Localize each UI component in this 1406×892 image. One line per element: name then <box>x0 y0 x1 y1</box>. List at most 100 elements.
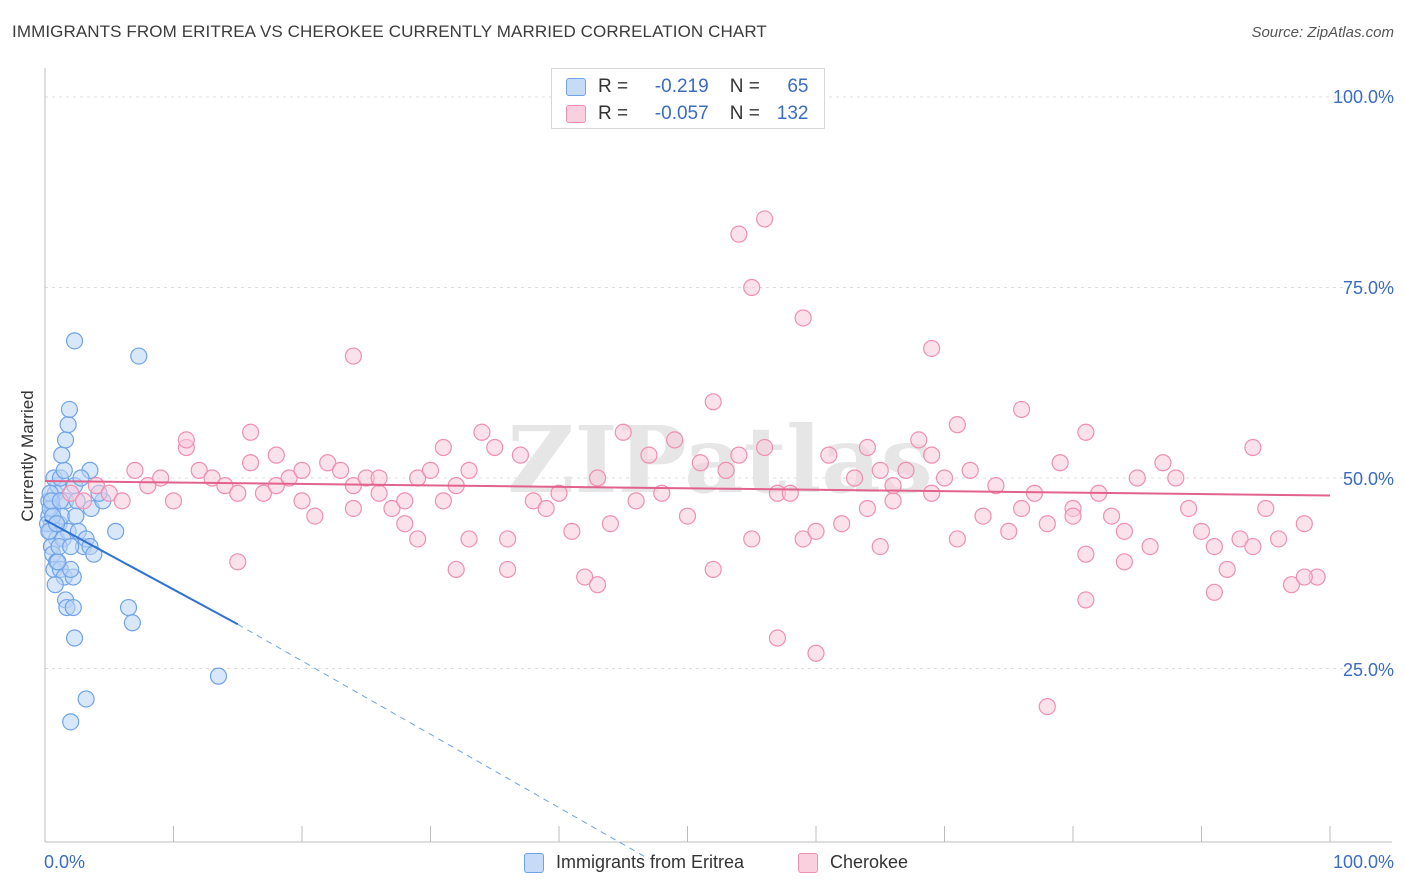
point-cherokee-60 <box>833 515 851 533</box>
legend-swatch-cherokee <box>798 852 818 873</box>
point-cherokee-98 <box>730 225 748 243</box>
point-cherokee-101 <box>794 309 812 327</box>
point-cherokee-13 <box>229 484 247 502</box>
point-cherokee-47 <box>666 431 684 449</box>
point-cherokee-71 <box>974 507 992 525</box>
chart-title: IMMIGRANTS FROM ERITREA VS CHEROKEE CURR… <box>12 22 767 41</box>
point-cherokee-49 <box>691 454 709 472</box>
point-cherokee-121 <box>499 560 517 579</box>
point-cherokee-53 <box>743 530 761 548</box>
point-cherokee-116 <box>1295 568 1313 586</box>
point-cherokee-92 <box>1244 438 1262 457</box>
point-eritrea-52 <box>65 332 84 350</box>
legend-n-value: 65 <box>787 76 809 97</box>
point-eritrea-40 <box>107 522 125 540</box>
point-cherokee-88 <box>1192 522 1211 540</box>
point-cherokee-131 <box>370 469 388 487</box>
point-cherokee-44 <box>627 492 645 510</box>
point-cherokee-133 <box>434 492 452 510</box>
point-eritrea-47 <box>49 553 67 571</box>
point-cherokee-122 <box>409 530 427 548</box>
legend-r-value: -0.057 <box>654 103 709 124</box>
point-cherokee-19 <box>306 507 324 525</box>
point-cherokee-99 <box>755 210 774 228</box>
point-cherokee-93 <box>1257 499 1275 518</box>
point-cherokee-86 <box>1167 469 1185 487</box>
point-cherokee-102 <box>704 393 722 411</box>
point-cherokee-111 <box>1064 507 1082 525</box>
points-cherokee <box>62 210 1326 716</box>
point-cherokee-81 <box>1102 507 1121 525</box>
grid-lines <box>45 96 1392 669</box>
point-cherokee-89 <box>1205 537 1223 556</box>
point-eritrea-26 <box>56 431 75 449</box>
point-cherokee-7 <box>152 469 170 487</box>
point-cherokee-21 <box>331 461 350 479</box>
point-eritrea-50 <box>64 598 82 617</box>
y-tick-label-100: 100.0% <box>1332 87 1394 107</box>
trend-lines <box>44 480 1331 860</box>
point-cherokee-59 <box>820 446 838 464</box>
point-cherokee-22 <box>344 477 362 495</box>
legend-label-eritrea: Immigrants from Eritrea <box>556 852 745 872</box>
point-cherokee-94 <box>1269 530 1288 548</box>
point-cherokee-129 <box>293 461 311 479</box>
point-cherokee-83 <box>1128 469 1146 487</box>
stats-legend: R = -0.219 N = 65 R = -0.057 N = 132 <box>551 68 825 129</box>
point-cherokee-39 <box>563 522 581 540</box>
point-cherokee-127 <box>242 423 260 441</box>
point-cherokee-63 <box>871 537 889 556</box>
trend-line-eritrea-extension <box>237 623 650 860</box>
point-cherokee-29 <box>434 438 452 457</box>
point-cherokee-64 <box>884 492 902 510</box>
legend-row-cherokee: R = -0.057 N = 132 <box>566 103 808 125</box>
point-cherokee-31 <box>460 530 478 548</box>
trend-line-eritrea <box>44 519 239 626</box>
series-legend: Immigrants from Eritrea Cherokee <box>0 852 1406 876</box>
point-cherokee-67 <box>923 484 941 502</box>
point-cherokee-0 <box>62 484 80 502</box>
point-cherokee-56 <box>781 484 799 502</box>
point-eritrea-51 <box>65 629 84 647</box>
point-eritrea-53 <box>119 598 138 617</box>
point-eritrea-42 <box>72 469 90 487</box>
point-cherokee-46 <box>653 484 671 502</box>
point-cherokee-105 <box>948 416 966 434</box>
point-cherokee-104 <box>1012 400 1031 419</box>
axes <box>44 68 1392 843</box>
point-cherokee-38 <box>550 484 568 502</box>
point-cherokee-10 <box>190 461 208 479</box>
point-cherokee-118 <box>588 576 607 594</box>
point-cherokee-34 <box>499 530 517 548</box>
point-cherokee-41 <box>588 469 607 487</box>
point-eritrea-58 <box>209 667 228 685</box>
point-cherokee-128 <box>267 446 285 464</box>
point-cherokee-82 <box>1115 522 1134 540</box>
point-cherokee-115 <box>1244 537 1262 556</box>
point-cherokee-1 <box>74 492 93 510</box>
point-cherokee-106 <box>1077 423 1095 441</box>
point-cherokee-5 <box>126 461 144 479</box>
point-cherokee-85 <box>1154 454 1172 472</box>
legend-swatch-eritrea <box>524 852 544 873</box>
point-eritrea-54 <box>123 614 141 632</box>
point-cherokee-109 <box>858 499 877 518</box>
point-cherokee-96 <box>1295 515 1313 533</box>
point-cherokee-120 <box>807 644 825 662</box>
point-cherokee-24 <box>370 484 388 502</box>
legend-swatch-eritrea <box>566 78 586 96</box>
watermark: ZIPatlas <box>507 406 932 514</box>
point-cherokee-37 <box>537 499 555 518</box>
point-cherokee-28 <box>421 461 440 479</box>
point-cherokee-95 <box>1282 576 1301 594</box>
point-cherokee-114 <box>1077 591 1095 609</box>
point-cherokee-16 <box>267 477 285 495</box>
point-eritrea-28 <box>60 400 79 419</box>
point-cherokee-25 <box>383 499 401 518</box>
point-cherokee-15 <box>254 484 273 502</box>
point-cherokee-77 <box>1051 454 1069 472</box>
point-cherokee-32 <box>473 423 491 441</box>
legend-label-cherokee: Cherokee <box>830 852 909 872</box>
point-cherokee-103 <box>923 339 941 358</box>
